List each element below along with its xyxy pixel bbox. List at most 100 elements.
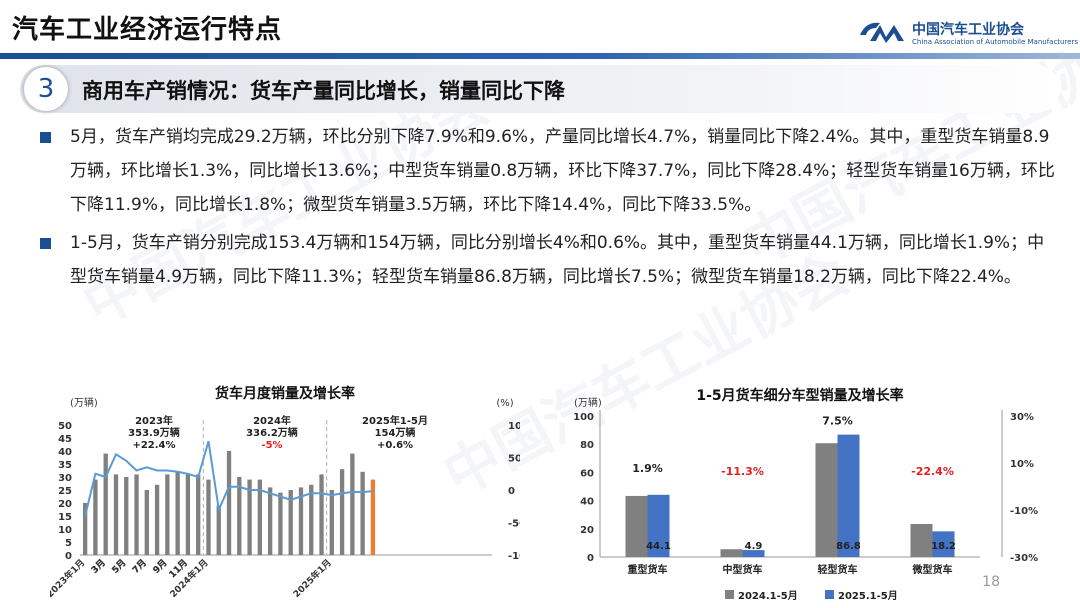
annotation-text: 336.2万辆 [246,426,298,439]
annotation-text: 353.9万辆 [128,426,180,439]
y-tick-label: 50 [58,421,72,432]
bullet-text: 1-5月，货车产销分别完成153.4万辆和154万辆，同比分别增长4%和0.6%… [70,233,1045,287]
sales-bar [226,451,232,555]
segment-bar [910,524,933,557]
segment-bar [837,434,860,557]
y-axis-label: (万辆) [574,396,602,409]
sales-bar [350,453,355,555]
legend-label: 2025.1-5月 [838,590,898,602]
segment-bar [647,494,670,557]
annotation-text: -5% [261,440,282,451]
x-tick-label: 5月 [110,557,129,576]
sales-bar [93,479,98,555]
sales-bar [124,477,129,555]
y-tick-label: 60 [580,468,594,479]
segment-bar [932,531,955,557]
sales-bar [247,479,252,555]
sales-bar [113,474,119,555]
category-label: 微型货车 [912,563,953,576]
y-tick-label: 80 [580,440,594,451]
sales-bar [185,474,191,555]
section-number: 3 [24,67,68,111]
value-label: 4.9 [745,541,763,552]
y-tick-label: 10 [58,525,72,536]
y2-tick-label: 10% [1010,459,1034,470]
y-tick-label: 20 [58,499,72,510]
sales-bar [154,484,160,555]
page-title: 汽车工业经济运行特点 [12,15,283,45]
legend-swatch [825,590,834,599]
x-tick-label: 3月 [89,557,108,576]
x-tick-label: 2025年1月 [291,557,334,600]
y-tick-label: 40 [580,497,594,508]
annotation-text: 2025年1-5月 [362,414,428,427]
bullet-text: 5月，货车产销均完成29.2万辆，环比分别下降7.9%和9.6%，产量同比增长4… [70,127,1055,215]
segment-bar [720,549,743,557]
y-tick-label: 0 [587,553,594,564]
monthly-sales-chart: 货车月度销量及增长率 (万辆) (%) 0 5 10 15 20 25 30 35 40 45 50 -10… [50,385,520,600]
growth-label: -11.3% [721,465,764,478]
y-tick-label: 35 [58,460,72,471]
y-tick-label: 0 [65,551,72,562]
sales-bar [144,490,149,555]
y-tick-label: 100 [573,412,594,423]
sales-bar [267,487,273,555]
y2-tick-label: 0 [508,486,515,497]
header: 汽车工业经济运行特点 中国汽车工业协会 China Association of… [0,0,1080,60]
sales-bar [339,469,345,555]
y2-tick-label: -30% [1010,553,1038,564]
x-tick-label: 2023年1月 [50,557,87,600]
sales-bar [360,471,365,555]
bullet-item: 1-5月，货车产销分别完成153.4万辆和154万辆，同比分别增长4%和0.6%… [38,226,1058,294]
sales-bar [278,492,283,555]
bullet-item: 5月，货车产销均完成29.2万辆，环比分别下降7.9%和9.6%，产量同比增长4… [38,120,1058,222]
category-label: 中型货车 [723,563,763,576]
sales-bar [329,490,334,555]
y-axis-label: (万辆) [70,396,98,409]
annotation-text: +22.4% [132,440,175,451]
legend-swatch [725,590,734,599]
y-tick-label: 5 [65,538,72,549]
value-label: 44.1 [646,541,671,552]
category-label: 重型货车 [628,563,668,576]
annotation-text: 154万辆 [375,426,416,439]
value-label: 18.2 [931,541,956,552]
page-number: 18 [982,574,1000,590]
bullet-list: 5月，货车产销均完成29.2万辆，环比分别下降7.9%和9.6%，产量同比增长4… [38,120,1058,298]
section-banner: 3 商用车产销情况：货车产量同比增长，销量同比下降 [20,65,1060,113]
sales-bar [370,479,376,555]
segment-bar [742,550,765,557]
bullet-square-icon [40,238,51,249]
growth-label: 7.5% [822,415,853,428]
sales-bar [288,490,293,555]
sales-bar [309,484,314,555]
sales-bar [103,453,108,555]
sales-bar [165,474,170,555]
annotation-text: 2024年 [253,414,291,427]
y-tick-label: 15 [58,512,72,523]
annotation-text: 2023年 [135,414,173,427]
y-tick-label: 20 [580,525,594,536]
logo-en-text: China Association of Automobile Manufact… [912,38,1079,46]
annotation-text: +0.6% [377,440,413,451]
sales-bar [206,479,211,555]
segment-bar [815,443,838,557]
x-tick-label: 7月 [130,557,149,576]
y2-axis-label: (%) [496,398,513,409]
y-tick-label: 25 [58,486,72,497]
growth-label: -22.4% [911,465,954,478]
sales-bar [298,487,304,555]
growth-rate-line [84,441,373,517]
sales-bar [319,474,324,555]
y2-tick-label: -10% [1010,506,1038,517]
caam-logo-icon [860,22,904,43]
segment-sales-chart: 1-5月货车细分车型销量及增长率 (万辆) 0 20 40 60 80 100 -30% -10%… [573,387,1038,602]
chart-title: 1-5月货车细分车型销量及增长率 [696,387,903,404]
y2-tick-label: -50 [508,519,520,530]
y-tick-label: 30 [58,473,72,484]
sales-bar [196,474,201,555]
y-tick-label: 45 [58,434,72,445]
y2-tick-label: 30% [1010,412,1034,423]
y2-tick-label: 50 [508,454,520,465]
chart-title: 货车月度销量及增长率 [214,385,355,402]
